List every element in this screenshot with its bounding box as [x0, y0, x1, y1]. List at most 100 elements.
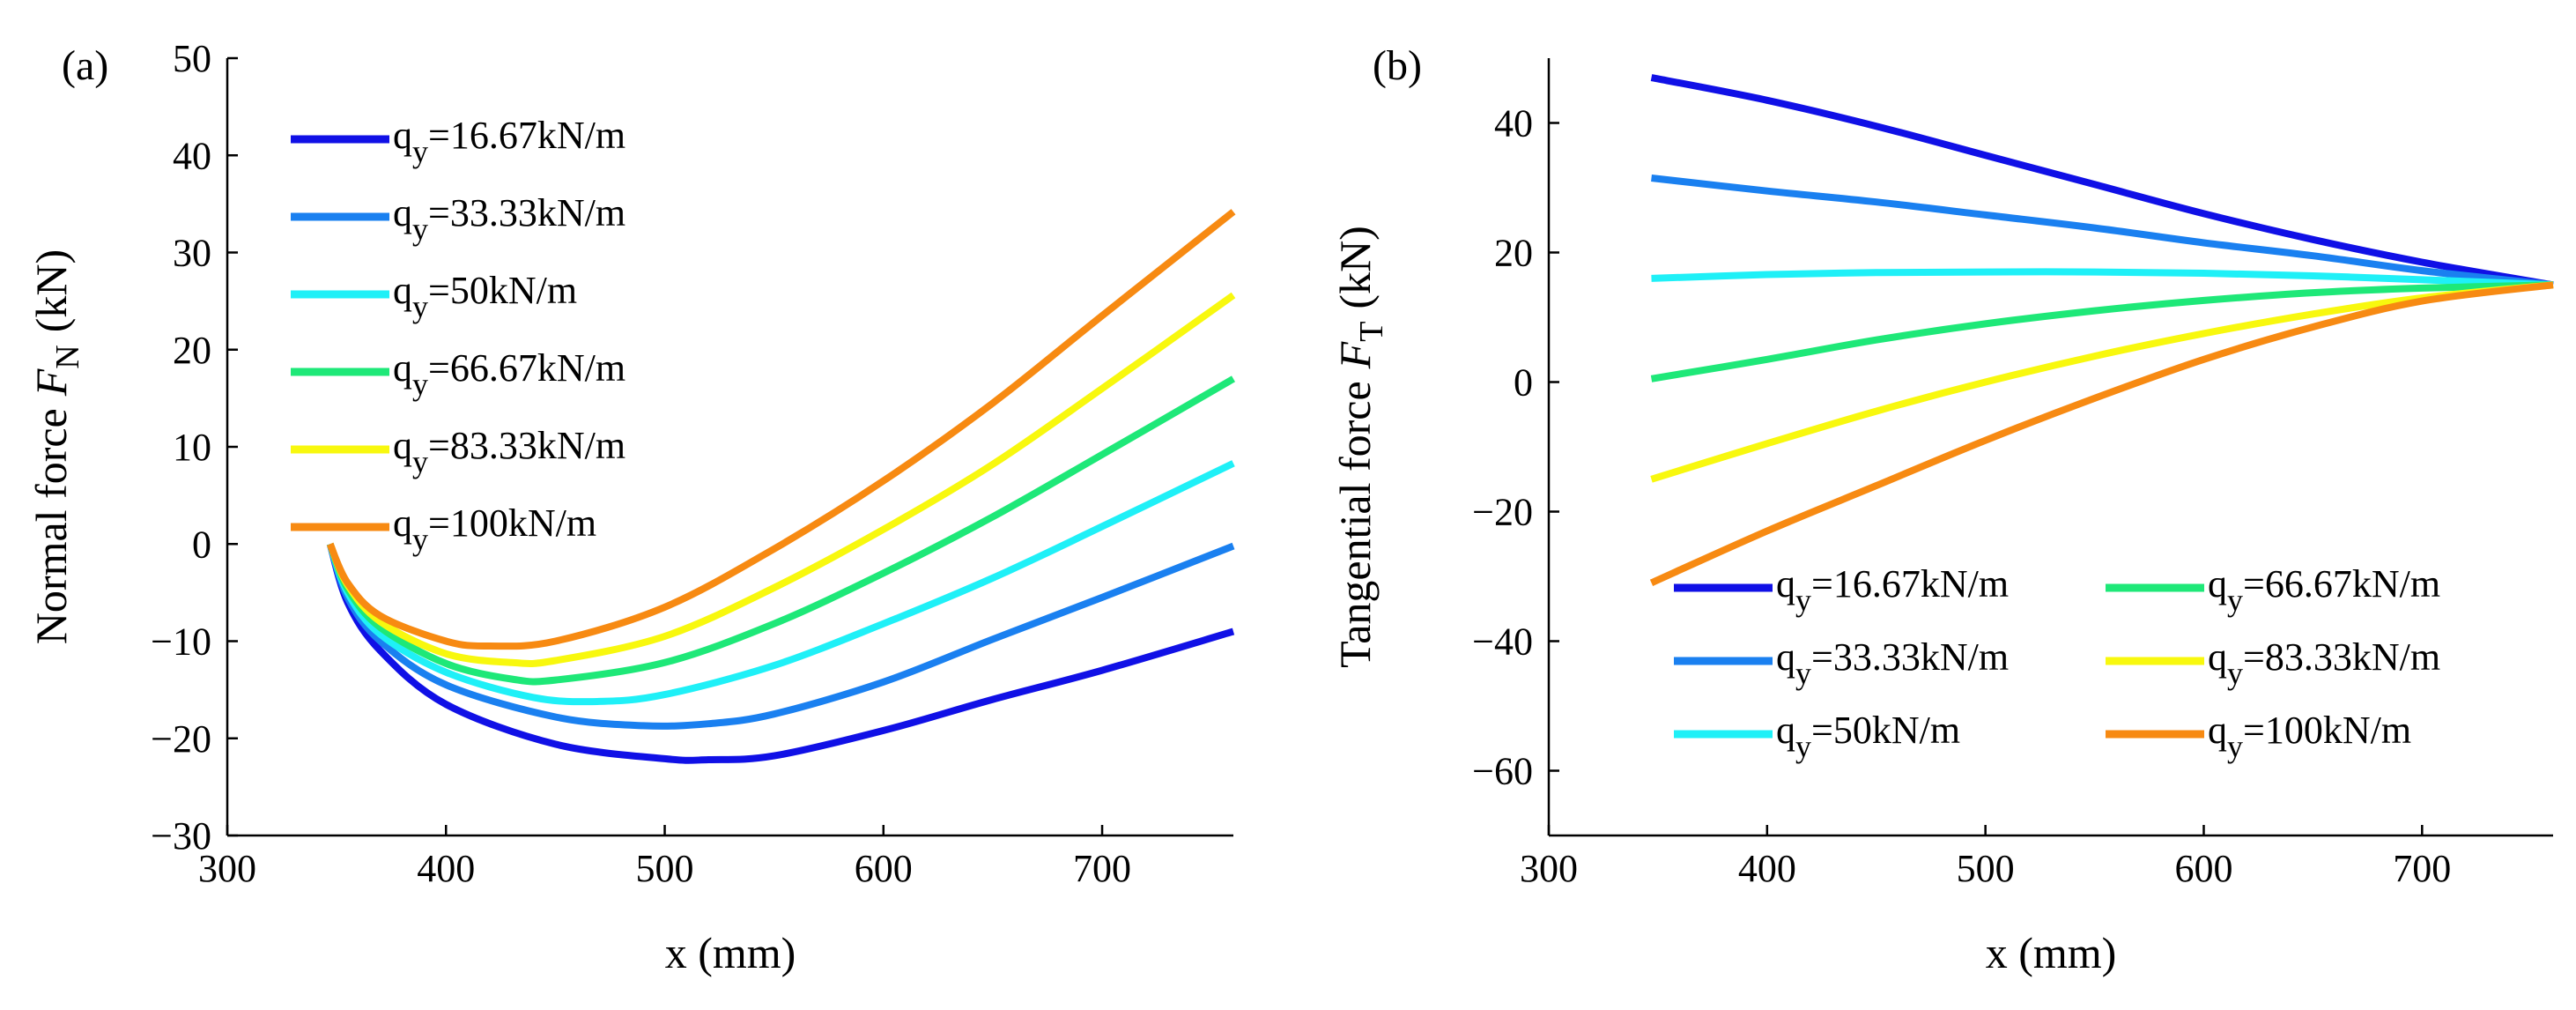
series-line-3	[1651, 268, 2554, 289]
y-tick-label: −20	[1472, 491, 1533, 534]
legend-label: qy=83.33kN/m	[393, 424, 625, 479]
x-tick-label: 500	[1957, 847, 2015, 890]
y-axis-label: Tangential force FT (kN)	[1330, 226, 1390, 668]
legend-label-symbol: q	[393, 424, 412, 467]
legend-label-value: =100kN/m	[2243, 709, 2411, 752]
panel-label: (a)	[62, 42, 108, 89]
legend-item: qy=50kN/m	[291, 269, 577, 324]
legend-label: qy=100kN/m	[2208, 709, 2411, 764]
x-tick-label: 700	[1073, 847, 1131, 890]
x-tick-label: 600	[2174, 847, 2232, 890]
legend-label-value: =50kN/m	[428, 269, 577, 312]
y-axis-label-text: Normal force	[26, 408, 76, 644]
legend-label: qy=83.33kN/m	[2208, 635, 2440, 691]
series-line-5	[1650, 281, 2554, 483]
legend-label-value: =33.33kN/m	[1811, 635, 2009, 679]
legend-label-symbol: q	[2208, 709, 2227, 752]
y-axis-label-subscript: T	[1353, 322, 1390, 342]
legend-label: qy=50kN/m	[1776, 709, 1960, 764]
legend-label-symbol: q	[1776, 562, 1795, 605]
legend-label-symbol: q	[393, 114, 412, 157]
legend-label-subscript: y	[2227, 583, 2243, 618]
legend-label: qy=66.67kN/m	[2208, 562, 2440, 618]
legend-label-symbol: q	[393, 346, 412, 390]
legend-label-symbol: q	[1776, 709, 1795, 752]
legend-label: qy=66.67kN/m	[393, 346, 625, 402]
panel-label: (b)	[1373, 42, 1422, 89]
panel-b-tangential-force-chart: 300 400 500 600 700 −60 −40 −20 0 20 40 x (mm) Tange…	[1330, 42, 2554, 977]
y-tick-label: 10	[173, 426, 211, 469]
y-tick-label: 0	[1514, 361, 1533, 405]
y-tick-label: −60	[1472, 750, 1533, 793]
series-line-6	[327, 209, 1236, 650]
legend-label-subscript: y	[412, 367, 428, 402]
series-line-6	[1649, 281, 2554, 586]
legend-item: qy=50kN/m	[1674, 709, 1960, 764]
y-tick-label: 0	[192, 523, 211, 566]
y-axis-label-unit: (kN)	[1330, 226, 1380, 308]
y-tick-label: −30	[151, 814, 211, 858]
legend-item: qy=83.33kN/m	[291, 424, 625, 479]
legend-label-value: =100kN/m	[428, 501, 596, 545]
legend-label-subscript: y	[412, 134, 428, 169]
series-line-4	[1650, 281, 2554, 382]
legend-label-subscript: y	[412, 522, 428, 557]
legend-label-symbol: q	[2208, 562, 2227, 605]
y-tick-label: 30	[173, 232, 211, 275]
legend-label: qy=33.33kN/m	[393, 191, 625, 247]
legend-label-value: =16.67kN/m	[1811, 562, 2009, 605]
legend-label: qy=16.67kN/m	[393, 114, 625, 169]
y-axis-label: Normal force FN (kN)	[26, 249, 86, 644]
legend-label-subscript: y	[1795, 656, 1811, 691]
legend-item: qy=33.33kN/m	[1674, 635, 2009, 691]
x-tick-label: 500	[636, 847, 694, 890]
series-line-4	[326, 375, 1236, 686]
x-tick-label: 300	[198, 847, 256, 890]
y-axis-label-symbol: F	[1330, 341, 1380, 369]
y-tick-label: 20	[173, 329, 211, 372]
legend-label-symbol: q	[2208, 635, 2227, 679]
y-tick-label: −20	[151, 717, 211, 761]
y-tick-label: 50	[173, 37, 211, 80]
legend-label-subscript: y	[2227, 656, 2243, 691]
legend-item: qy=83.33kN/m	[2106, 635, 2440, 691]
legend-label-symbol: q	[393, 501, 412, 545]
x-axis-label: x (mm)	[1986, 928, 2117, 977]
legend-label-symbol: q	[393, 191, 412, 234]
x-axis-label: x (mm)	[665, 928, 796, 977]
series-line-2	[1651, 175, 2554, 289]
legend: qy=16.67kN/mqy=33.33kN/mqy=50kN/mqy=66.6…	[291, 114, 625, 557]
panel-a-normal-force-chart: 300 400 500 600 700 −30 −20 −10 0 10 20 30 40 50 x (mm…	[26, 37, 1236, 977]
legend-label-subscript: y	[412, 289, 428, 324]
legend-label-value: =83.33kN/m	[428, 424, 625, 467]
legend-label-subscript: y	[1795, 583, 1811, 618]
legend-label: qy=50kN/m	[393, 269, 577, 324]
y-tick-label: 40	[173, 134, 211, 177]
legend-item: qy=33.33kN/m	[291, 191, 625, 247]
legend-label-value: =16.67kN/m	[428, 114, 625, 157]
legend-label-subscript: y	[1795, 729, 1811, 764]
legend: qy=16.67kN/mqy=33.33kN/mqy=50kN/mqy=66.6…	[1674, 562, 2440, 764]
y-axis-label-symbol: F	[26, 368, 76, 397]
legend-item: qy=100kN/m	[2106, 709, 2411, 764]
legend-label: qy=100kN/m	[393, 501, 596, 557]
legend-label-symbol: q	[393, 269, 412, 312]
legend-label-value: =66.67kN/m	[428, 346, 625, 390]
legend-item: qy=66.67kN/m	[2106, 562, 2440, 618]
legend-label-value: =83.33kN/m	[2243, 635, 2440, 679]
series-line-2	[326, 542, 1235, 730]
y-axis-label-text: Tangential force	[1330, 381, 1380, 668]
legend-label-subscript: y	[412, 212, 428, 247]
legend-label-subscript: y	[412, 444, 428, 479]
x-tick-label: 600	[855, 847, 913, 890]
y-axis-label-subscript: N	[49, 345, 86, 368]
series-line-1	[326, 543, 1235, 764]
legend-label-value: =50kN/m	[1811, 709, 1960, 752]
y-tick-label: −40	[1472, 620, 1533, 664]
y-tick-label: −10	[151, 620, 211, 664]
legend-label-symbol: q	[1776, 635, 1795, 679]
y-tick-label: 40	[1494, 102, 1533, 145]
legend-label: qy=33.33kN/m	[1776, 635, 2009, 691]
